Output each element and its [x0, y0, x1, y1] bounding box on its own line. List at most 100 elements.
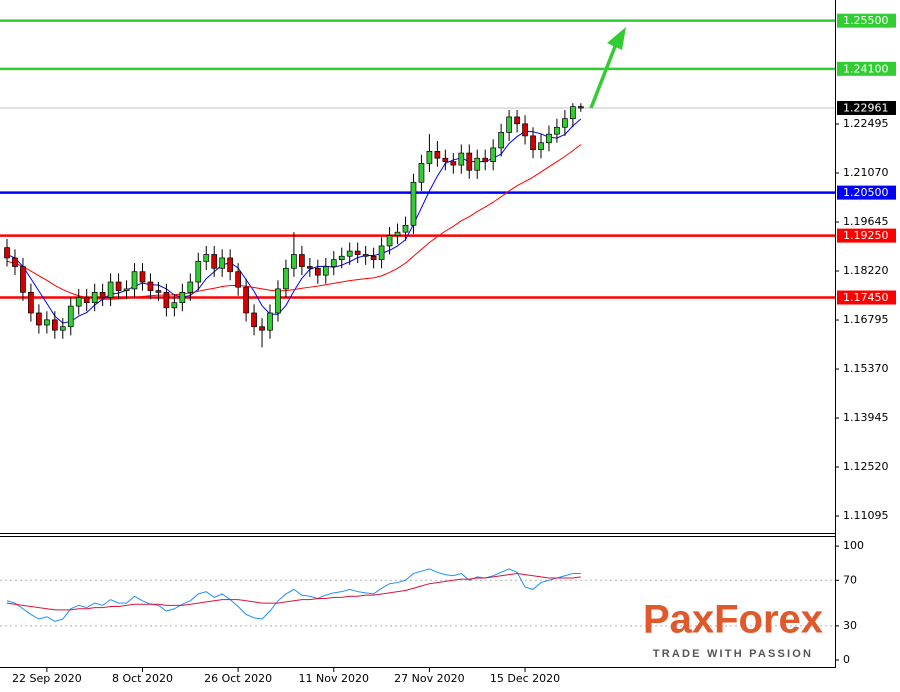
candle-body [4, 247, 10, 259]
candle-body [67, 305, 74, 328]
x-tick-label: 8 Oct 2020 [112, 672, 173, 685]
candle-body [402, 224, 409, 233]
candle-body [275, 288, 281, 314]
y-tick-label: 1.13945 [843, 411, 889, 424]
candle-body [410, 181, 417, 226]
candle-body [330, 259, 337, 267]
candle-body [506, 116, 512, 133]
indicator-line [6, 572, 581, 611]
candle-body [434, 150, 441, 159]
candle-body [346, 250, 353, 257]
candle-body [187, 281, 194, 293]
y-tick-label: 0 [843, 653, 850, 666]
candle-body [338, 255, 345, 261]
forecast-arrow [589, 27, 626, 109]
candle-body [482, 157, 489, 163]
arrow-shaft [589, 43, 618, 109]
candle-body [259, 326, 265, 331]
candle-body [299, 254, 305, 267]
level-label-box [837, 228, 896, 243]
candle-body [466, 152, 473, 171]
candle-body [458, 152, 465, 166]
candle-body [522, 123, 528, 137]
y-tick-label: 30 [843, 619, 857, 632]
candle-body [546, 133, 552, 144]
candle-body [91, 291, 98, 304]
level-label: 1.19250 [843, 229, 889, 242]
candle-body [139, 271, 146, 283]
candle-body [314, 267, 321, 276]
x-tick-label: 22 Sep 2020 [12, 672, 82, 685]
candle-body [514, 116, 520, 125]
candle-body [131, 271, 138, 290]
y-tick-label: 1.16795 [843, 313, 889, 326]
candle-body [75, 297, 82, 307]
candle-body [147, 281, 154, 291]
candle-body [99, 291, 106, 298]
candle-body [195, 261, 202, 283]
candle-body [115, 281, 122, 291]
candle-body [394, 231, 401, 236]
y-tick-label: 1.21070 [843, 166, 889, 179]
y-tick-label: 70 [843, 573, 857, 586]
y-tick-label: 1.18220 [843, 264, 889, 277]
x-tick-label: 15 Dec 2020 [490, 672, 560, 685]
candle-body [43, 319, 50, 326]
y-tick-label: 1.22495 [843, 117, 889, 130]
candle-body [20, 266, 26, 293]
x-tick-label: 27 Nov 2020 [394, 672, 464, 685]
candle-body [227, 257, 234, 273]
candle-body [378, 245, 385, 261]
candle-body [562, 118, 568, 128]
candle-body [12, 257, 18, 267]
candle-body [322, 266, 329, 276]
candle-body [386, 235, 393, 247]
level-label-box [837, 13, 896, 28]
candle-body [59, 326, 66, 331]
candle-body [362, 254, 369, 257]
logo-name: PaxForex [643, 598, 823, 642]
y-tick-label: 100 [843, 539, 864, 552]
level-label: 1.20500 [843, 186, 889, 199]
level-label-box [837, 185, 896, 200]
candle-body [498, 132, 504, 149]
level-label: 1.25500 [843, 14, 889, 27]
panels [0, 0, 836, 668]
candle-body [123, 288, 130, 291]
candle-body [251, 312, 257, 328]
candle-body [107, 281, 114, 298]
last-price-box [837, 100, 896, 115]
x-tick-label: 26 Oct 2020 [204, 672, 272, 685]
candle-body [267, 312, 273, 331]
level-label-box [837, 290, 896, 305]
logo: PaxForex TRADE WITH PASSION [643, 598, 823, 660]
candle-body [418, 163, 425, 183]
candle-body [442, 157, 449, 163]
x-tick-label: 11 Nov 2020 [299, 672, 369, 685]
level-label: 1.24100 [843, 62, 889, 75]
logo-tagline: TRADE WITH PASSION [653, 648, 813, 660]
y-tick-label: 1.15370 [843, 362, 889, 375]
candle-body [307, 266, 313, 269]
candle-body [211, 254, 218, 269]
y-tick-label: 1.19645 [843, 215, 889, 228]
candle-body [474, 157, 481, 171]
candle-body [51, 319, 58, 331]
candle-body [83, 297, 90, 304]
candle-body [243, 286, 249, 314]
candle-body [570, 106, 576, 120]
candle-body [354, 250, 361, 255]
candle-body [426, 150, 433, 164]
candle-body [235, 271, 241, 288]
candle-body [171, 302, 178, 309]
arrow-head [607, 27, 626, 50]
candle-body [36, 312, 42, 326]
candle-body [450, 161, 457, 166]
candle-body [203, 254, 210, 262]
level-label: 1.17450 [843, 291, 889, 304]
candle-body [530, 135, 536, 150]
candle-body [554, 126, 560, 135]
